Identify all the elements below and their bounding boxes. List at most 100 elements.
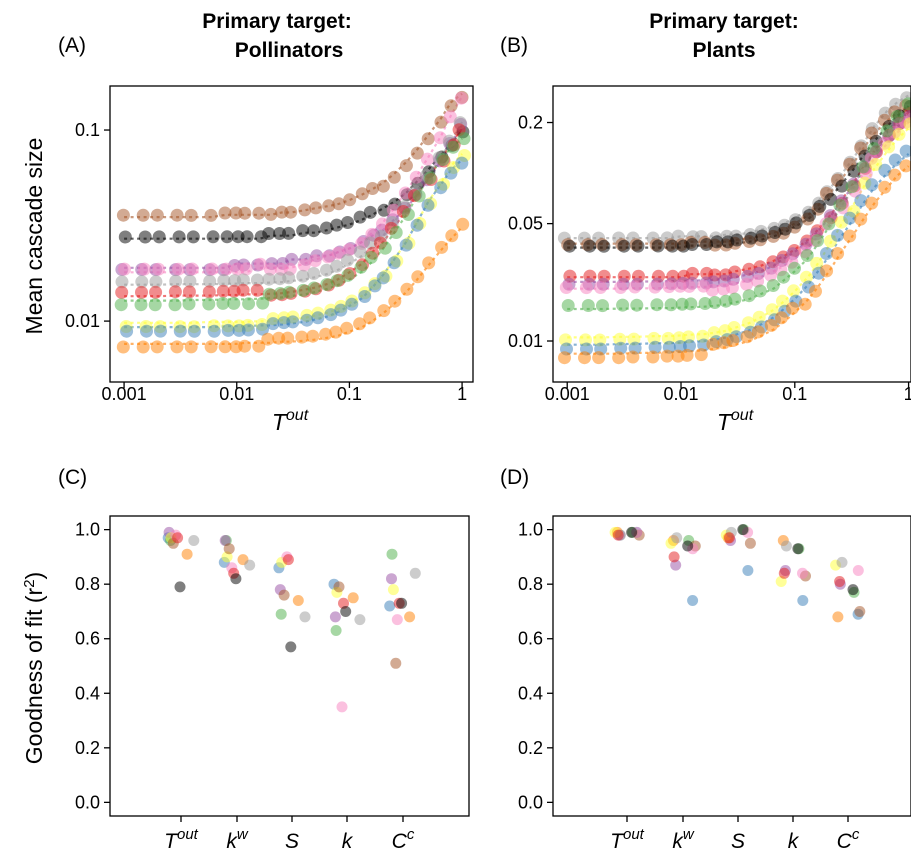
data-point: [205, 262, 219, 276]
fit-point: [299, 611, 311, 623]
data-point: [120, 324, 134, 338]
data-point: [899, 159, 911, 173]
category-label: S: [285, 830, 299, 853]
data-point: [698, 297, 712, 310]
data-point: [152, 262, 165, 276]
data-point: [221, 323, 235, 337]
data-point: [648, 340, 662, 354]
data-point: [751, 274, 765, 288]
data-point: [559, 281, 573, 294]
y-tick-label: 0.2: [518, 113, 543, 133]
data-point: [820, 264, 834, 278]
fit-point: [386, 548, 398, 560]
data-point: [232, 323, 246, 337]
data-point: [388, 294, 402, 308]
x-axis-label-b: Tout: [717, 407, 754, 435]
data-point: [183, 274, 197, 288]
data-point: [307, 267, 321, 280]
category-label: Cc: [837, 826, 860, 853]
data-point: [216, 284, 230, 298]
data-point: [443, 110, 457, 124]
data-point: [789, 216, 803, 230]
data-point: [282, 271, 296, 285]
data-point: [114, 298, 128, 312]
fit-point: [336, 701, 348, 713]
data-point: [377, 203, 391, 217]
fit-point: [409, 567, 421, 579]
data-point: [363, 205, 377, 219]
data-point: [170, 340, 184, 354]
data-point: [186, 230, 200, 244]
data-point: [843, 211, 857, 225]
data-point: [651, 239, 665, 253]
data-point: [236, 273, 250, 287]
fit-point: [744, 537, 756, 549]
data-point: [456, 217, 470, 231]
data-point: [296, 269, 310, 283]
data-point: [423, 171, 437, 185]
data-point: [457, 132, 471, 146]
fit-point: [275, 608, 287, 620]
data-point: [282, 285, 296, 299]
fit-point: [292, 595, 304, 606]
category-label: k: [788, 830, 800, 853]
data-point: [286, 315, 300, 329]
data-point: [334, 303, 348, 317]
data-point: [230, 262, 244, 276]
data-point: [409, 170, 423, 184]
data-point: [631, 239, 645, 253]
data-point: [300, 313, 314, 327]
data-point: [387, 170, 401, 184]
data-point: [725, 281, 739, 294]
data-point: [172, 230, 186, 244]
fit-point: [219, 535, 231, 546]
data-point: [216, 296, 230, 310]
fit-curve: [567, 165, 910, 355]
fit-point: [854, 606, 866, 617]
data-point: [240, 230, 254, 244]
data-point: [263, 262, 277, 276]
data-point: [787, 284, 801, 298]
data-point: [203, 274, 217, 288]
data-point: [706, 337, 720, 351]
fit-curve: [124, 158, 463, 329]
data-point: [776, 294, 789, 308]
data-point: [710, 235, 724, 249]
data-point: [136, 340, 150, 354]
data-point: [238, 206, 252, 220]
data-point: [680, 348, 694, 362]
data-point: [331, 246, 345, 260]
data-point: [330, 259, 344, 273]
data-point: [241, 323, 255, 337]
plot-frame: [552, 85, 911, 383]
data-point: [682, 279, 696, 293]
data-point: [378, 241, 392, 255]
category-label: k: [342, 830, 354, 853]
category-label: Tout: [164, 826, 199, 853]
data-point: [901, 97, 911, 111]
data-point: [253, 257, 267, 271]
column-title-pollinators-line1: Primary target:: [202, 10, 351, 33]
data-point: [753, 284, 767, 298]
y-axis-label-cascade: Mean cascade size: [21, 138, 47, 335]
data-point: [648, 280, 662, 294]
data-point: [353, 245, 367, 259]
data-point: [332, 197, 346, 211]
data-point: [274, 262, 288, 276]
data-point: [377, 304, 391, 318]
data-point: [231, 230, 245, 244]
data-point: [444, 99, 458, 113]
data-point: [168, 298, 182, 312]
data-point: [149, 275, 163, 289]
fit-point: [742, 565, 754, 576]
y-tick-label: 0.6: [75, 629, 100, 649]
fit-point: [723, 532, 735, 544]
data-point: [364, 236, 377, 250]
data-point: [788, 261, 801, 275]
data-point: [296, 283, 310, 297]
x-tick-label: 1: [457, 384, 467, 404]
data-point: [563, 239, 577, 253]
data-point: [660, 349, 674, 363]
data-point: [322, 199, 336, 213]
